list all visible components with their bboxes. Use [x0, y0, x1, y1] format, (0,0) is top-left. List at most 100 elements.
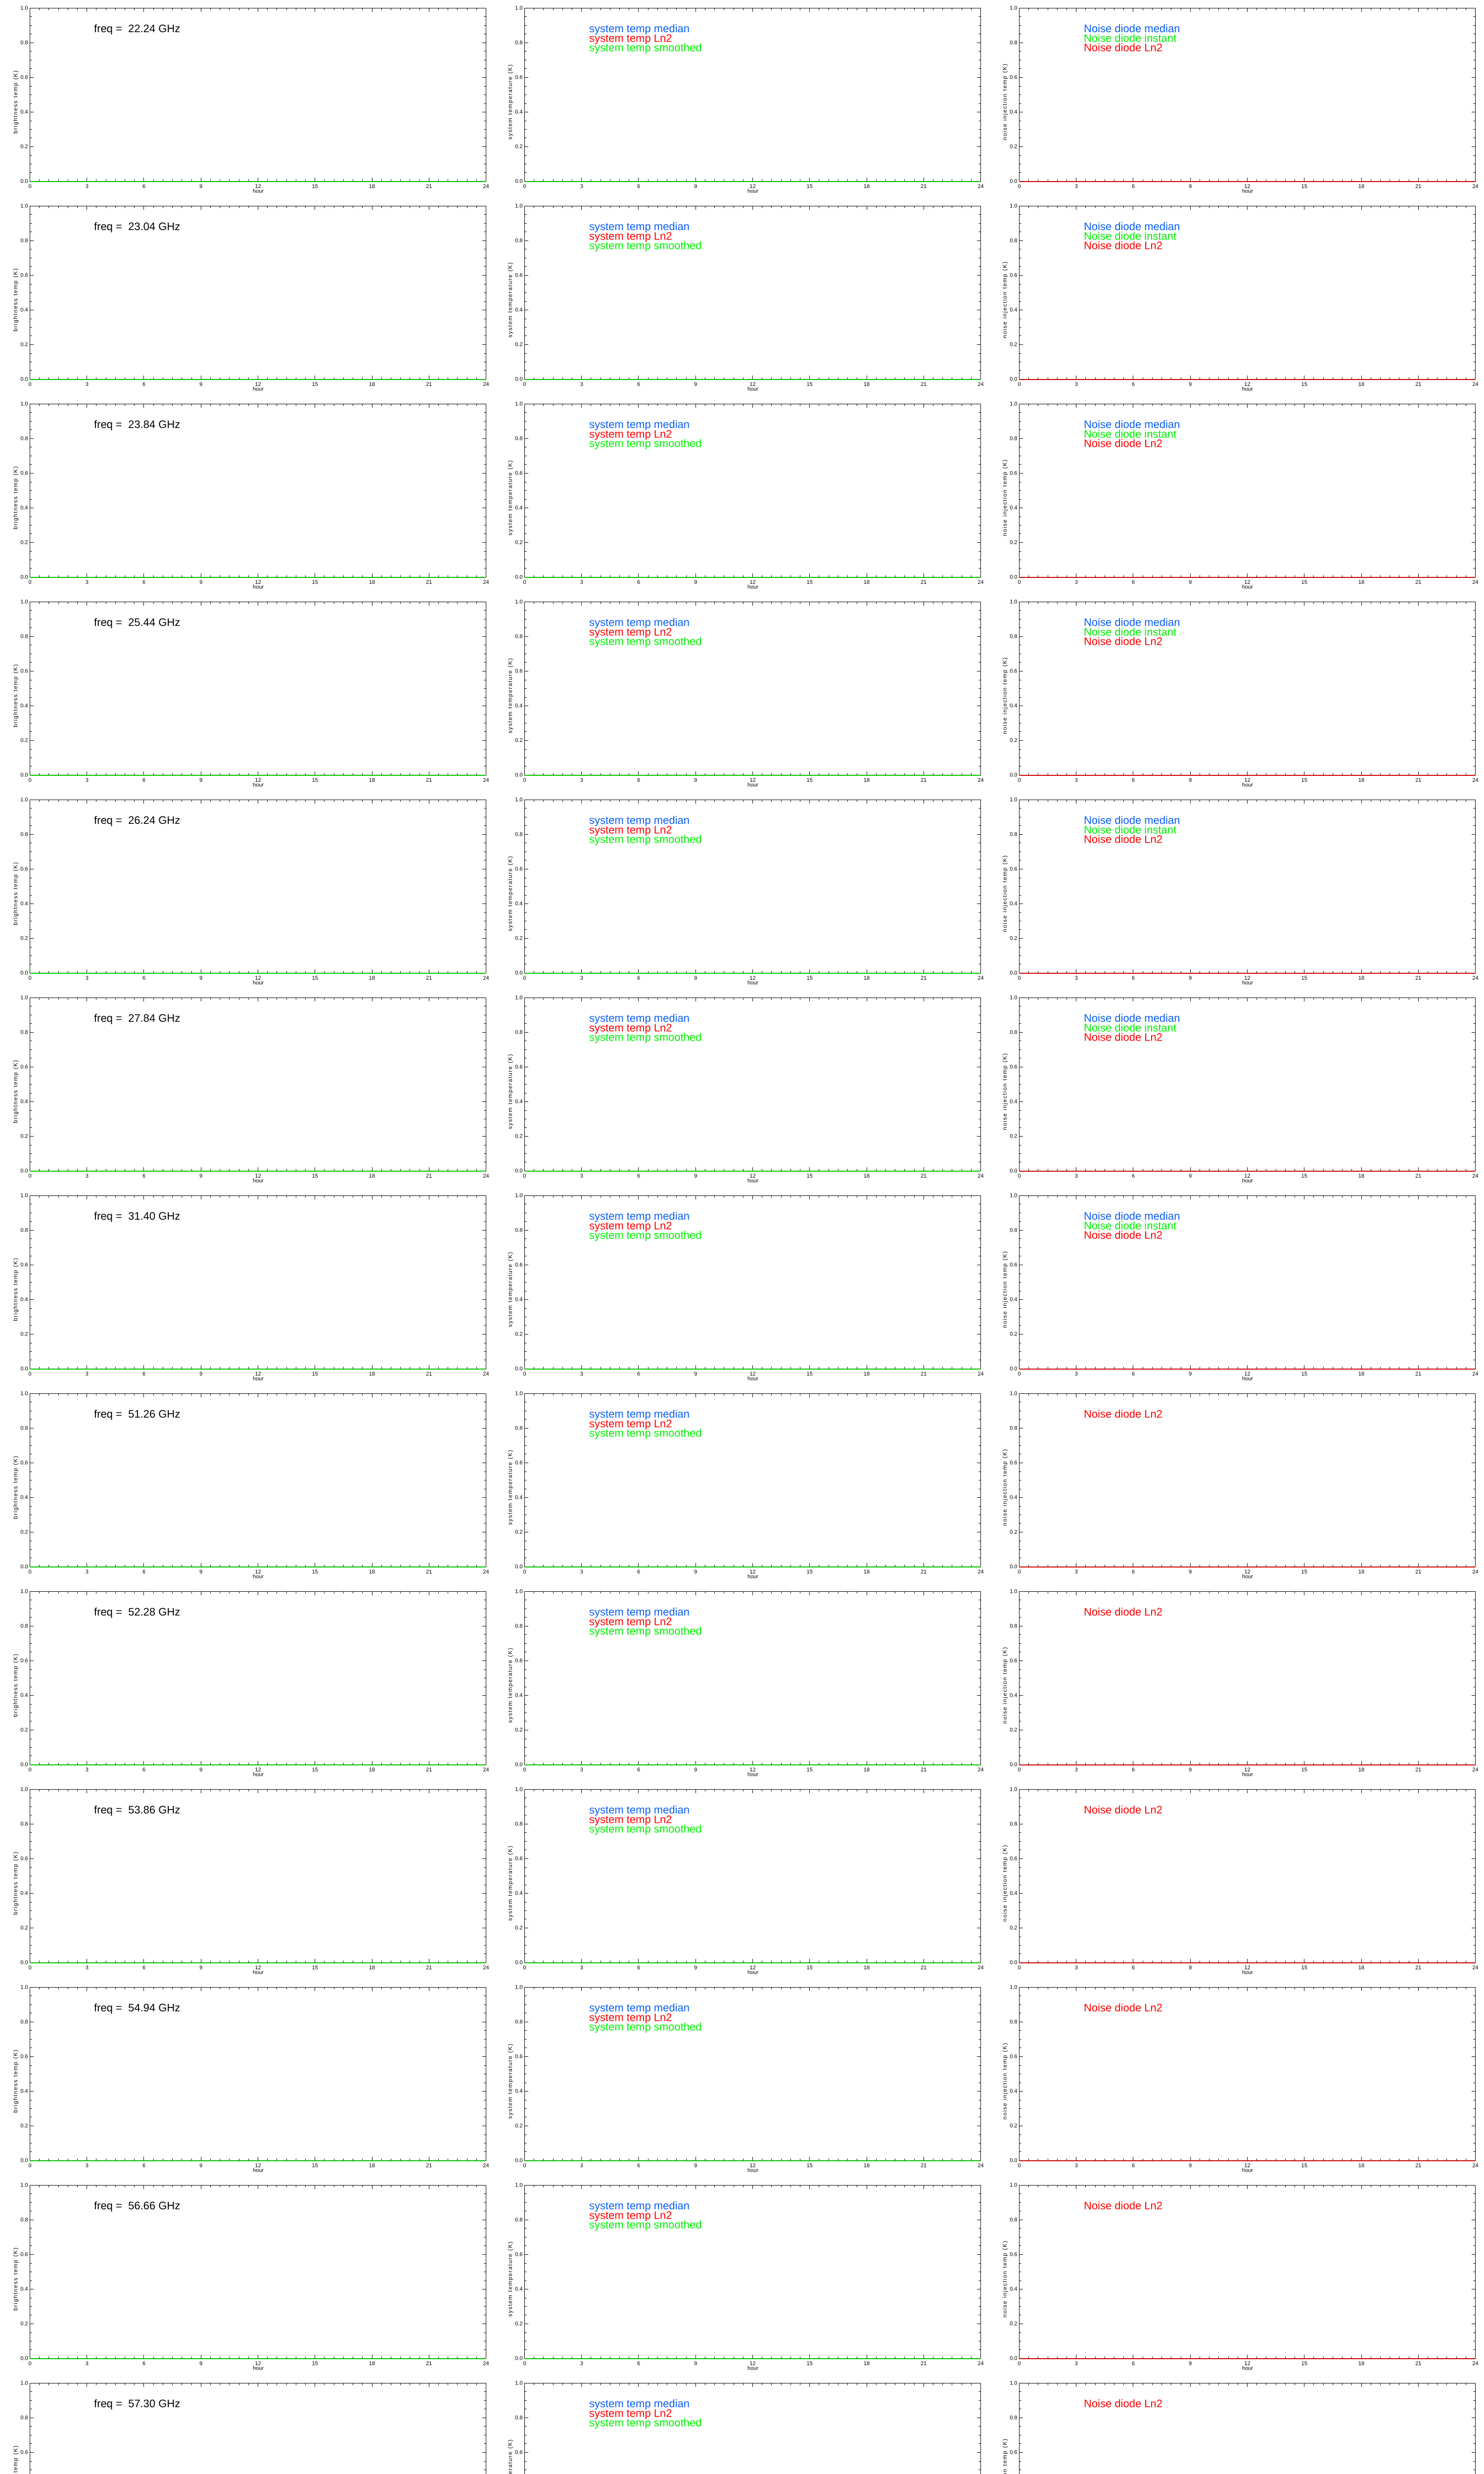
svg-text:system temp Ln2: system temp Ln2	[589, 428, 672, 440]
svg-text:noise injection temp (K): noise injection temp (K)	[1002, 855, 1008, 932]
svg-text:brightness temp (K): brightness temp (K)	[13, 1257, 19, 1321]
svg-text:0.4: 0.4	[1010, 505, 1017, 511]
svg-text:12: 12	[749, 579, 755, 585]
svg-text:system temperature (K): system temperature (K)	[508, 2439, 513, 2474]
svg-text:0: 0	[523, 2163, 526, 2169]
svg-text:9: 9	[1189, 1767, 1192, 1773]
svg-text:0.0: 0.0	[515, 772, 522, 778]
svg-text:0.6: 0.6	[20, 471, 28, 476]
svg-text:0.6: 0.6	[1010, 2450, 1017, 2456]
svg-text:hour: hour	[253, 1178, 264, 1184]
svg-text:15: 15	[312, 1767, 318, 1773]
svg-text:0.2: 0.2	[515, 936, 522, 942]
svg-text:brightness temp (K): brightness temp (K)	[13, 268, 19, 332]
svg-text:freq = 56.66 GHz: freq = 56.66 GHz	[94, 2199, 180, 2212]
svg-text:3: 3	[1075, 184, 1078, 190]
svg-text:6: 6	[1132, 1569, 1135, 1575]
svg-text:system temp smoothed: system temp smoothed	[589, 239, 701, 252]
svg-text:0.8: 0.8	[20, 1030, 28, 1036]
svg-text:24: 24	[483, 777, 489, 783]
svg-text:freq = 54.94 GHz: freq = 54.94 GHz	[94, 2001, 180, 2014]
svg-text:6: 6	[142, 381, 145, 387]
svg-text:1.0: 1.0	[1010, 2380, 1017, 2386]
svg-text:15: 15	[1301, 777, 1307, 783]
svg-text:0: 0	[523, 1173, 526, 1179]
svg-text:0.8: 0.8	[515, 238, 522, 244]
svg-text:0.2: 0.2	[515, 540, 522, 546]
svg-text:18: 18	[864, 184, 870, 190]
svg-text:0.2: 0.2	[515, 1727, 522, 1733]
svg-text:6: 6	[142, 1965, 145, 1971]
svg-text:6: 6	[1132, 184, 1135, 190]
svg-text:0.4: 0.4	[1010, 307, 1017, 313]
svg-text:9: 9	[694, 2361, 697, 2367]
svg-text:0: 0	[523, 1767, 526, 1773]
svg-text:9: 9	[694, 975, 697, 981]
svg-text:24: 24	[977, 1965, 983, 1971]
svg-text:24: 24	[1472, 184, 1478, 190]
svg-text:0.6: 0.6	[20, 1460, 28, 1466]
svg-text:3: 3	[86, 1371, 89, 1377]
svg-text:9: 9	[1189, 1371, 1192, 1377]
svg-text:9: 9	[199, 1767, 202, 1773]
svg-text:0: 0	[28, 975, 31, 981]
svg-text:3: 3	[86, 1965, 89, 1971]
svg-text:0.2: 0.2	[515, 2321, 522, 2327]
svg-text:0.4: 0.4	[515, 1495, 522, 1501]
svg-text:0.4: 0.4	[1010, 2286, 1017, 2292]
svg-text:9: 9	[694, 1569, 697, 1575]
svg-text:15: 15	[1301, 1569, 1307, 1575]
svg-text:18: 18	[369, 1569, 375, 1575]
svg-text:21: 21	[1415, 2163, 1421, 2169]
svg-text:0.4: 0.4	[20, 901, 28, 907]
svg-text:9: 9	[1189, 1173, 1192, 1179]
svg-text:18: 18	[1358, 975, 1364, 981]
svg-text:system temperature (K): system temperature (K)	[508, 658, 513, 733]
svg-text:15: 15	[312, 777, 318, 783]
svg-text:0: 0	[28, 1965, 31, 1971]
svg-text:9: 9	[199, 381, 202, 387]
svg-text:12: 12	[255, 579, 261, 585]
svg-text:system temp Ln2: system temp Ln2	[589, 1021, 672, 1034]
svg-text:0.0: 0.0	[1010, 1168, 1017, 1174]
svg-text:12: 12	[749, 1371, 755, 1377]
svg-text:24: 24	[483, 1173, 489, 1179]
svg-text:0.8: 0.8	[1010, 1623, 1017, 1629]
svg-text:1.0: 1.0	[1010, 1193, 1017, 1199]
svg-text:12: 12	[1244, 2361, 1250, 2367]
svg-text:hour: hour	[253, 584, 264, 590]
svg-text:6: 6	[637, 1569, 640, 1575]
svg-text:noise injection temp (K): noise injection temp (K)	[1002, 261, 1008, 338]
svg-text:0: 0	[523, 2361, 526, 2367]
svg-text:system temp smoothed: system temp smoothed	[589, 1031, 701, 1044]
svg-text:15: 15	[312, 2163, 318, 2169]
svg-text:18: 18	[864, 777, 870, 783]
svg-text:0.0: 0.0	[1010, 2356, 1017, 2362]
svg-text:0.2: 0.2	[515, 144, 522, 150]
svg-text:hour: hour	[253, 1772, 264, 1778]
svg-text:21: 21	[426, 975, 432, 981]
svg-text:6: 6	[637, 381, 640, 387]
svg-text:1.0: 1.0	[1010, 599, 1017, 605]
svg-text:0.8: 0.8	[515, 2019, 522, 2025]
svg-text:noise injection temp (K): noise injection temp (K)	[1002, 2438, 1008, 2474]
svg-text:0: 0	[28, 1371, 31, 1377]
svg-text:0.0: 0.0	[515, 2356, 522, 2362]
svg-text:0: 0	[28, 2361, 31, 2367]
svg-text:6: 6	[637, 975, 640, 981]
svg-text:0.0: 0.0	[20, 2356, 28, 2362]
svg-text:hour: hour	[1242, 1772, 1253, 1778]
svg-text:0.8: 0.8	[1010, 2415, 1017, 2421]
svg-text:Noise diode Ln2: Noise diode Ln2	[1084, 239, 1162, 252]
svg-text:0.8: 0.8	[20, 2217, 28, 2223]
svg-text:21: 21	[1415, 1173, 1421, 1179]
svg-text:0.4: 0.4	[515, 1099, 522, 1105]
svg-text:21: 21	[921, 2361, 927, 2367]
svg-text:6: 6	[1132, 579, 1135, 585]
svg-text:12: 12	[1244, 1371, 1250, 1377]
svg-text:hour: hour	[1242, 584, 1253, 590]
svg-text:24: 24	[977, 1371, 983, 1377]
svg-text:0.0: 0.0	[20, 1762, 28, 1768]
svg-text:Noise diode median: Noise diode median	[1084, 220, 1180, 233]
svg-text:system temp smoothed: system temp smoothed	[589, 1427, 701, 1439]
